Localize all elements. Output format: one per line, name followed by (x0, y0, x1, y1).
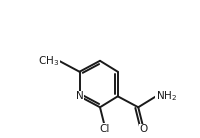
Text: NH$_2$: NH$_2$ (156, 89, 177, 103)
Text: CH$_3$: CH$_3$ (38, 54, 59, 68)
Text: O: O (140, 124, 148, 134)
Text: Cl: Cl (99, 124, 109, 134)
Text: N: N (76, 91, 83, 101)
